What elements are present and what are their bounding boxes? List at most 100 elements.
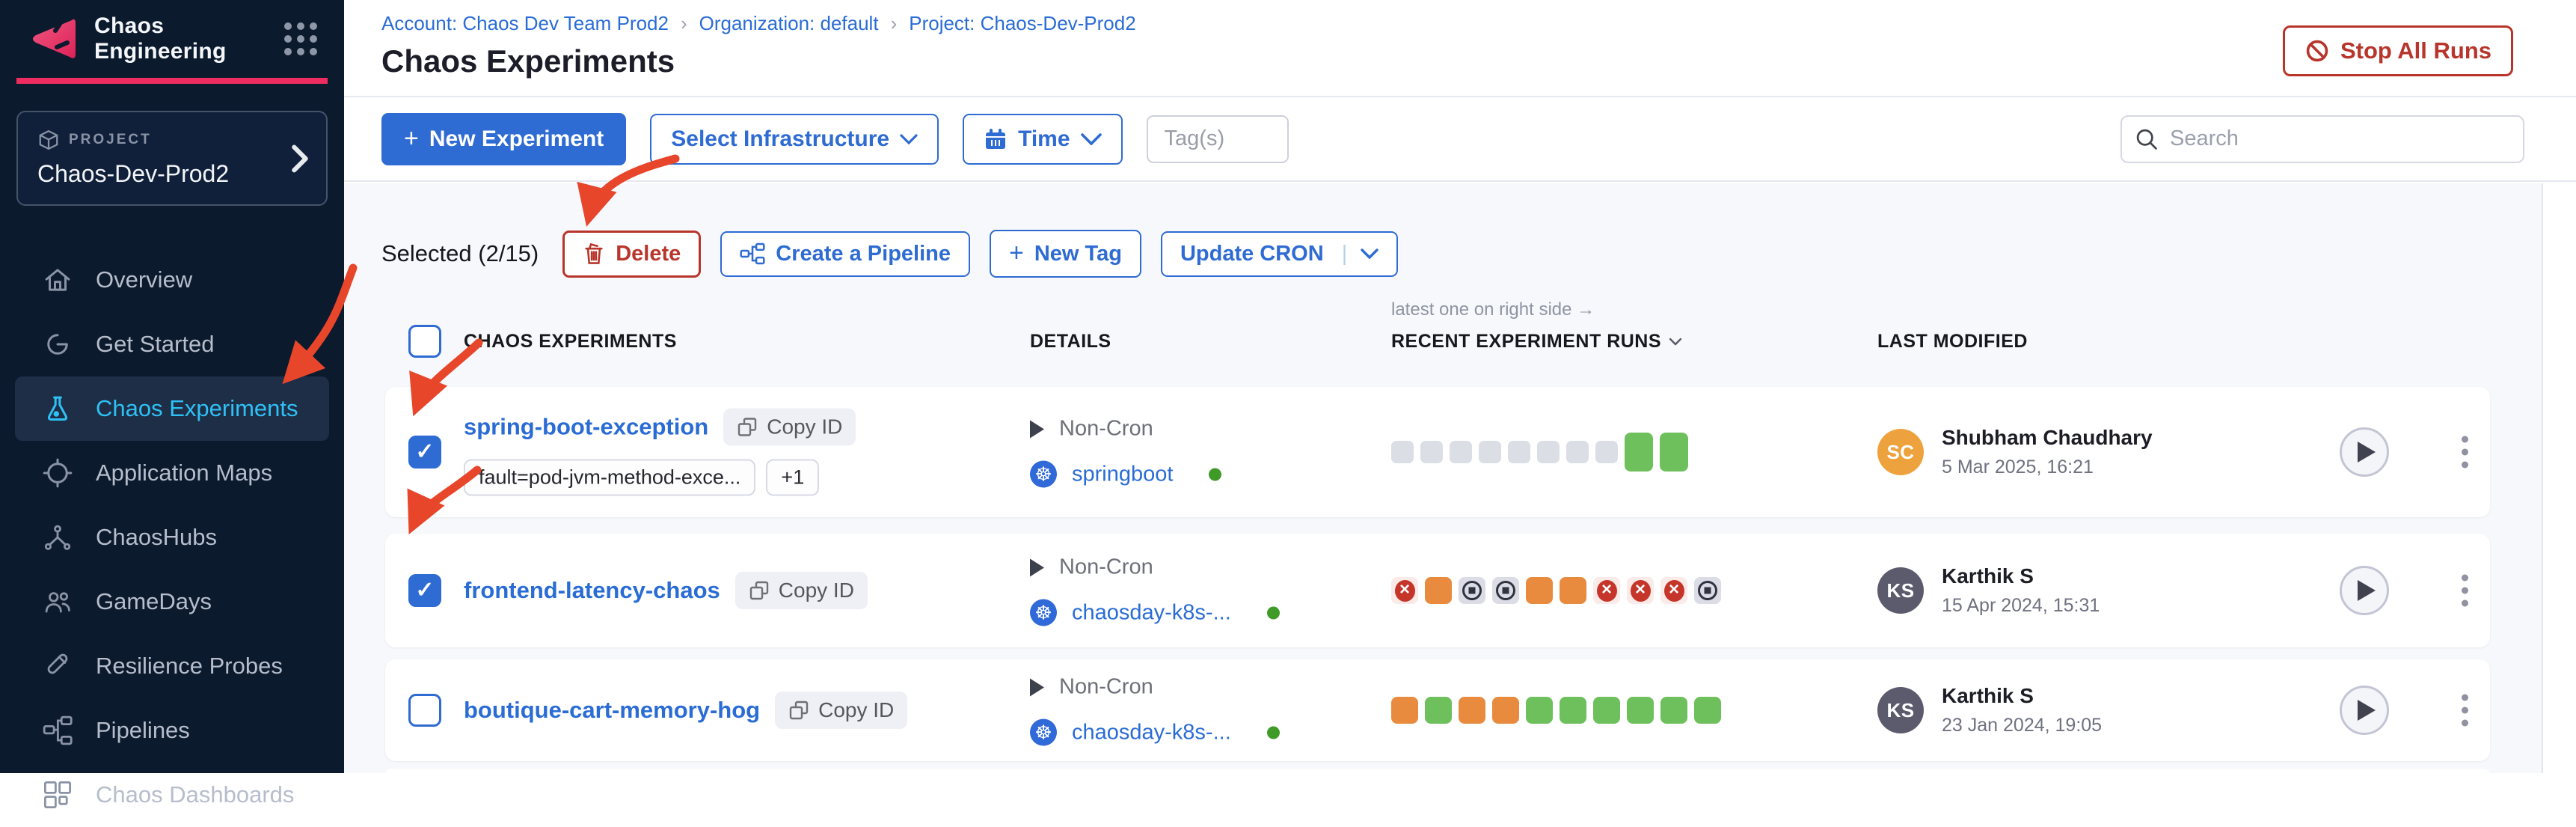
schedule-type: Non-Cron: [1059, 416, 1153, 441]
select-infrastructure-dropdown[interactable]: Select Infrastructure: [650, 113, 939, 165]
row-checkbox[interactable]: [408, 436, 441, 469]
run-status-stopped[interactable]: [1694, 577, 1721, 604]
run-status-failed[interactable]: [1391, 577, 1418, 604]
page-body: Selected (2/15) Delete Create a Pipeline…: [344, 183, 2543, 775]
run-status-failed[interactable]: [1627, 577, 1654, 604]
kubernetes-icon: [1030, 599, 1057, 626]
run-status-success-tall[interactable]: [1625, 433, 1653, 472]
modified-date: 15 Apr 2024, 15:31: [1942, 595, 2100, 616]
row-checkbox[interactable]: [408, 574, 441, 607]
run-status-success[interactable]: [1560, 697, 1586, 724]
new-experiment-button[interactable]: New Experiment: [381, 112, 627, 165]
harness-logo-icon: [33, 19, 76, 58]
infrastructure-link[interactable]: chaosday-k8s-...: [1072, 720, 1231, 744]
experiment-name-link[interactable]: frontend-latency-chaos: [464, 577, 720, 603]
row-menu-button[interactable]: [2456, 569, 2474, 613]
run-experiment-button[interactable]: [2340, 427, 2389, 477]
sidebar-item-resilience-probes[interactable]: Resilience Probes: [15, 634, 329, 698]
run-status-empty[interactable]: [1450, 441, 1472, 463]
run-status-failed[interactable]: [1660, 577, 1687, 604]
pipeline-icon: [42, 715, 73, 746]
run-status-success[interactable]: [1627, 697, 1654, 724]
run-status-success[interactable]: [1593, 697, 1620, 724]
experiment-name-link[interactable]: spring-boot-exception: [464, 413, 709, 440]
search-input[interactable]: [2120, 115, 2524, 163]
run-status-warning[interactable]: [1560, 577, 1586, 604]
run-status-stopped[interactable]: [1492, 577, 1519, 604]
run-status-empty[interactable]: [1508, 441, 1530, 463]
col-header-experiments: CHAOS EXPERIMENTS: [464, 331, 677, 352]
sidebar-item-get-started[interactable]: Get Started: [15, 312, 329, 376]
row-checkbox[interactable]: [408, 694, 441, 727]
new-tag-button[interactable]: New Tag: [990, 230, 1141, 278]
run-status-success[interactable]: [1660, 697, 1687, 724]
col-header-modified: LAST MODIFIED: [1877, 331, 2028, 352]
table-row: boutique-cart-memory-hog Copy ID Non-Cro…: [385, 659, 2490, 761]
chevron-down-icon: [1361, 248, 1379, 259]
stop-all-runs-button[interactable]: Stop All Runs: [2282, 25, 2513, 76]
sidebar-item-pipelines[interactable]: Pipelines: [15, 698, 329, 763]
copy-id-button[interactable]: Copy ID: [775, 692, 908, 729]
sidebar-item-application-maps[interactable]: Application Maps: [15, 441, 329, 505]
run-status-success[interactable]: [1694, 697, 1721, 724]
run-status-success[interactable]: [1425, 697, 1452, 724]
expand-triangle-icon[interactable]: [1030, 420, 1044, 438]
tags-filter-input[interactable]: [1146, 115, 1289, 163]
update-cron-dropdown[interactable]: Update CRON |: [1160, 231, 1399, 277]
kubernetes-icon: [1030, 460, 1057, 488]
time-filter-dropdown[interactable]: Time: [963, 113, 1123, 165]
col-header-runs[interactable]: RECENT EXPERIMENT RUNS: [1391, 331, 1682, 353]
module-grid-icon[interactable]: [284, 22, 317, 55]
people-icon: [42, 586, 73, 617]
pipeline-icon: [740, 242, 765, 265]
sidebar-item-gamedays[interactable]: GameDays: [15, 570, 329, 634]
schedule-type: Non-Cron: [1059, 674, 1153, 699]
run-status-warning[interactable]: [1526, 577, 1553, 604]
run-status-empty[interactable]: [1391, 441, 1414, 463]
infrastructure-link[interactable]: chaosday-k8s-...: [1072, 600, 1231, 624]
run-status-warning[interactable]: [1459, 697, 1485, 724]
tag-chip[interactable]: fault=pod-jvm-method-exce...: [464, 459, 756, 496]
app-title: Chaos Engineering: [94, 13, 227, 64]
row-menu-button[interactable]: [2456, 430, 2474, 474]
run-status-empty[interactable]: [1420, 441, 1443, 463]
run-status-success[interactable]: [1526, 697, 1553, 724]
experiment-name-link[interactable]: boutique-cart-memory-hog: [464, 697, 761, 723]
run-status-success-tall[interactable]: [1660, 433, 1688, 472]
breadcrumb-link[interactable]: Project: Chaos-Dev-Prod2: [909, 12, 1136, 34]
run-status-empty[interactable]: [1595, 441, 1618, 463]
run-status-stopped[interactable]: [1459, 577, 1485, 604]
expand-triangle-icon[interactable]: [1030, 558, 1044, 576]
table-row: spring-boot-exception Copy ID fault=pod-…: [385, 387, 2490, 517]
infrastructure-link[interactable]: springboot: [1072, 462, 1174, 486]
breadcrumb-link[interactable]: Organization: default: [699, 12, 879, 34]
run-experiment-button[interactable]: [2340, 566, 2389, 615]
run-status-empty[interactable]: [1566, 441, 1589, 463]
run-status-empty[interactable]: [1537, 441, 1560, 463]
sidebar-item-chaos-dashboards[interactable]: Chaos Dashboards: [15, 763, 329, 827]
run-status-warning[interactable]: [1492, 697, 1519, 724]
plus-icon: [404, 126, 419, 153]
copy-id-button[interactable]: Copy ID: [735, 572, 868, 609]
sidebar-item-chaos-experiments[interactable]: Chaos Experiments: [15, 376, 329, 441]
project-selector[interactable]: PROJECT Chaos-Dev-Prod2: [16, 111, 328, 206]
divider: |: [1341, 241, 1348, 266]
expand-triangle-icon[interactable]: [1030, 678, 1044, 696]
run-status-empty[interactable]: [1479, 441, 1501, 463]
row-menu-button[interactable]: [2456, 689, 2474, 733]
run-status-warning[interactable]: [1425, 577, 1452, 604]
tag-chip[interactable]: +1: [766, 459, 820, 496]
copy-id-button[interactable]: Copy ID: [723, 408, 856, 446]
sidebar-item-overview[interactable]: Overview: [15, 248, 329, 312]
run-status-failed[interactable]: [1593, 577, 1620, 604]
select-all-checkbox[interactable]: [408, 325, 441, 358]
run-experiment-button[interactable]: [2340, 686, 2389, 735]
copy-icon: [789, 701, 809, 720]
delete-button[interactable]: Delete: [562, 230, 702, 278]
run-status-warning[interactable]: [1391, 697, 1418, 724]
breadcrumb-link[interactable]: Account: Chaos Dev Team Prod2: [381, 12, 669, 34]
experiment-name-cell: boutique-cart-memory-hog Copy ID: [464, 692, 908, 729]
create-pipeline-button[interactable]: Create a Pipeline: [720, 231, 970, 277]
selection-bar: Selected (2/15) Delete Create a Pipeline…: [381, 230, 1399, 278]
sidebar-item-chaoshubs[interactable]: ChaosHubs: [15, 505, 329, 570]
